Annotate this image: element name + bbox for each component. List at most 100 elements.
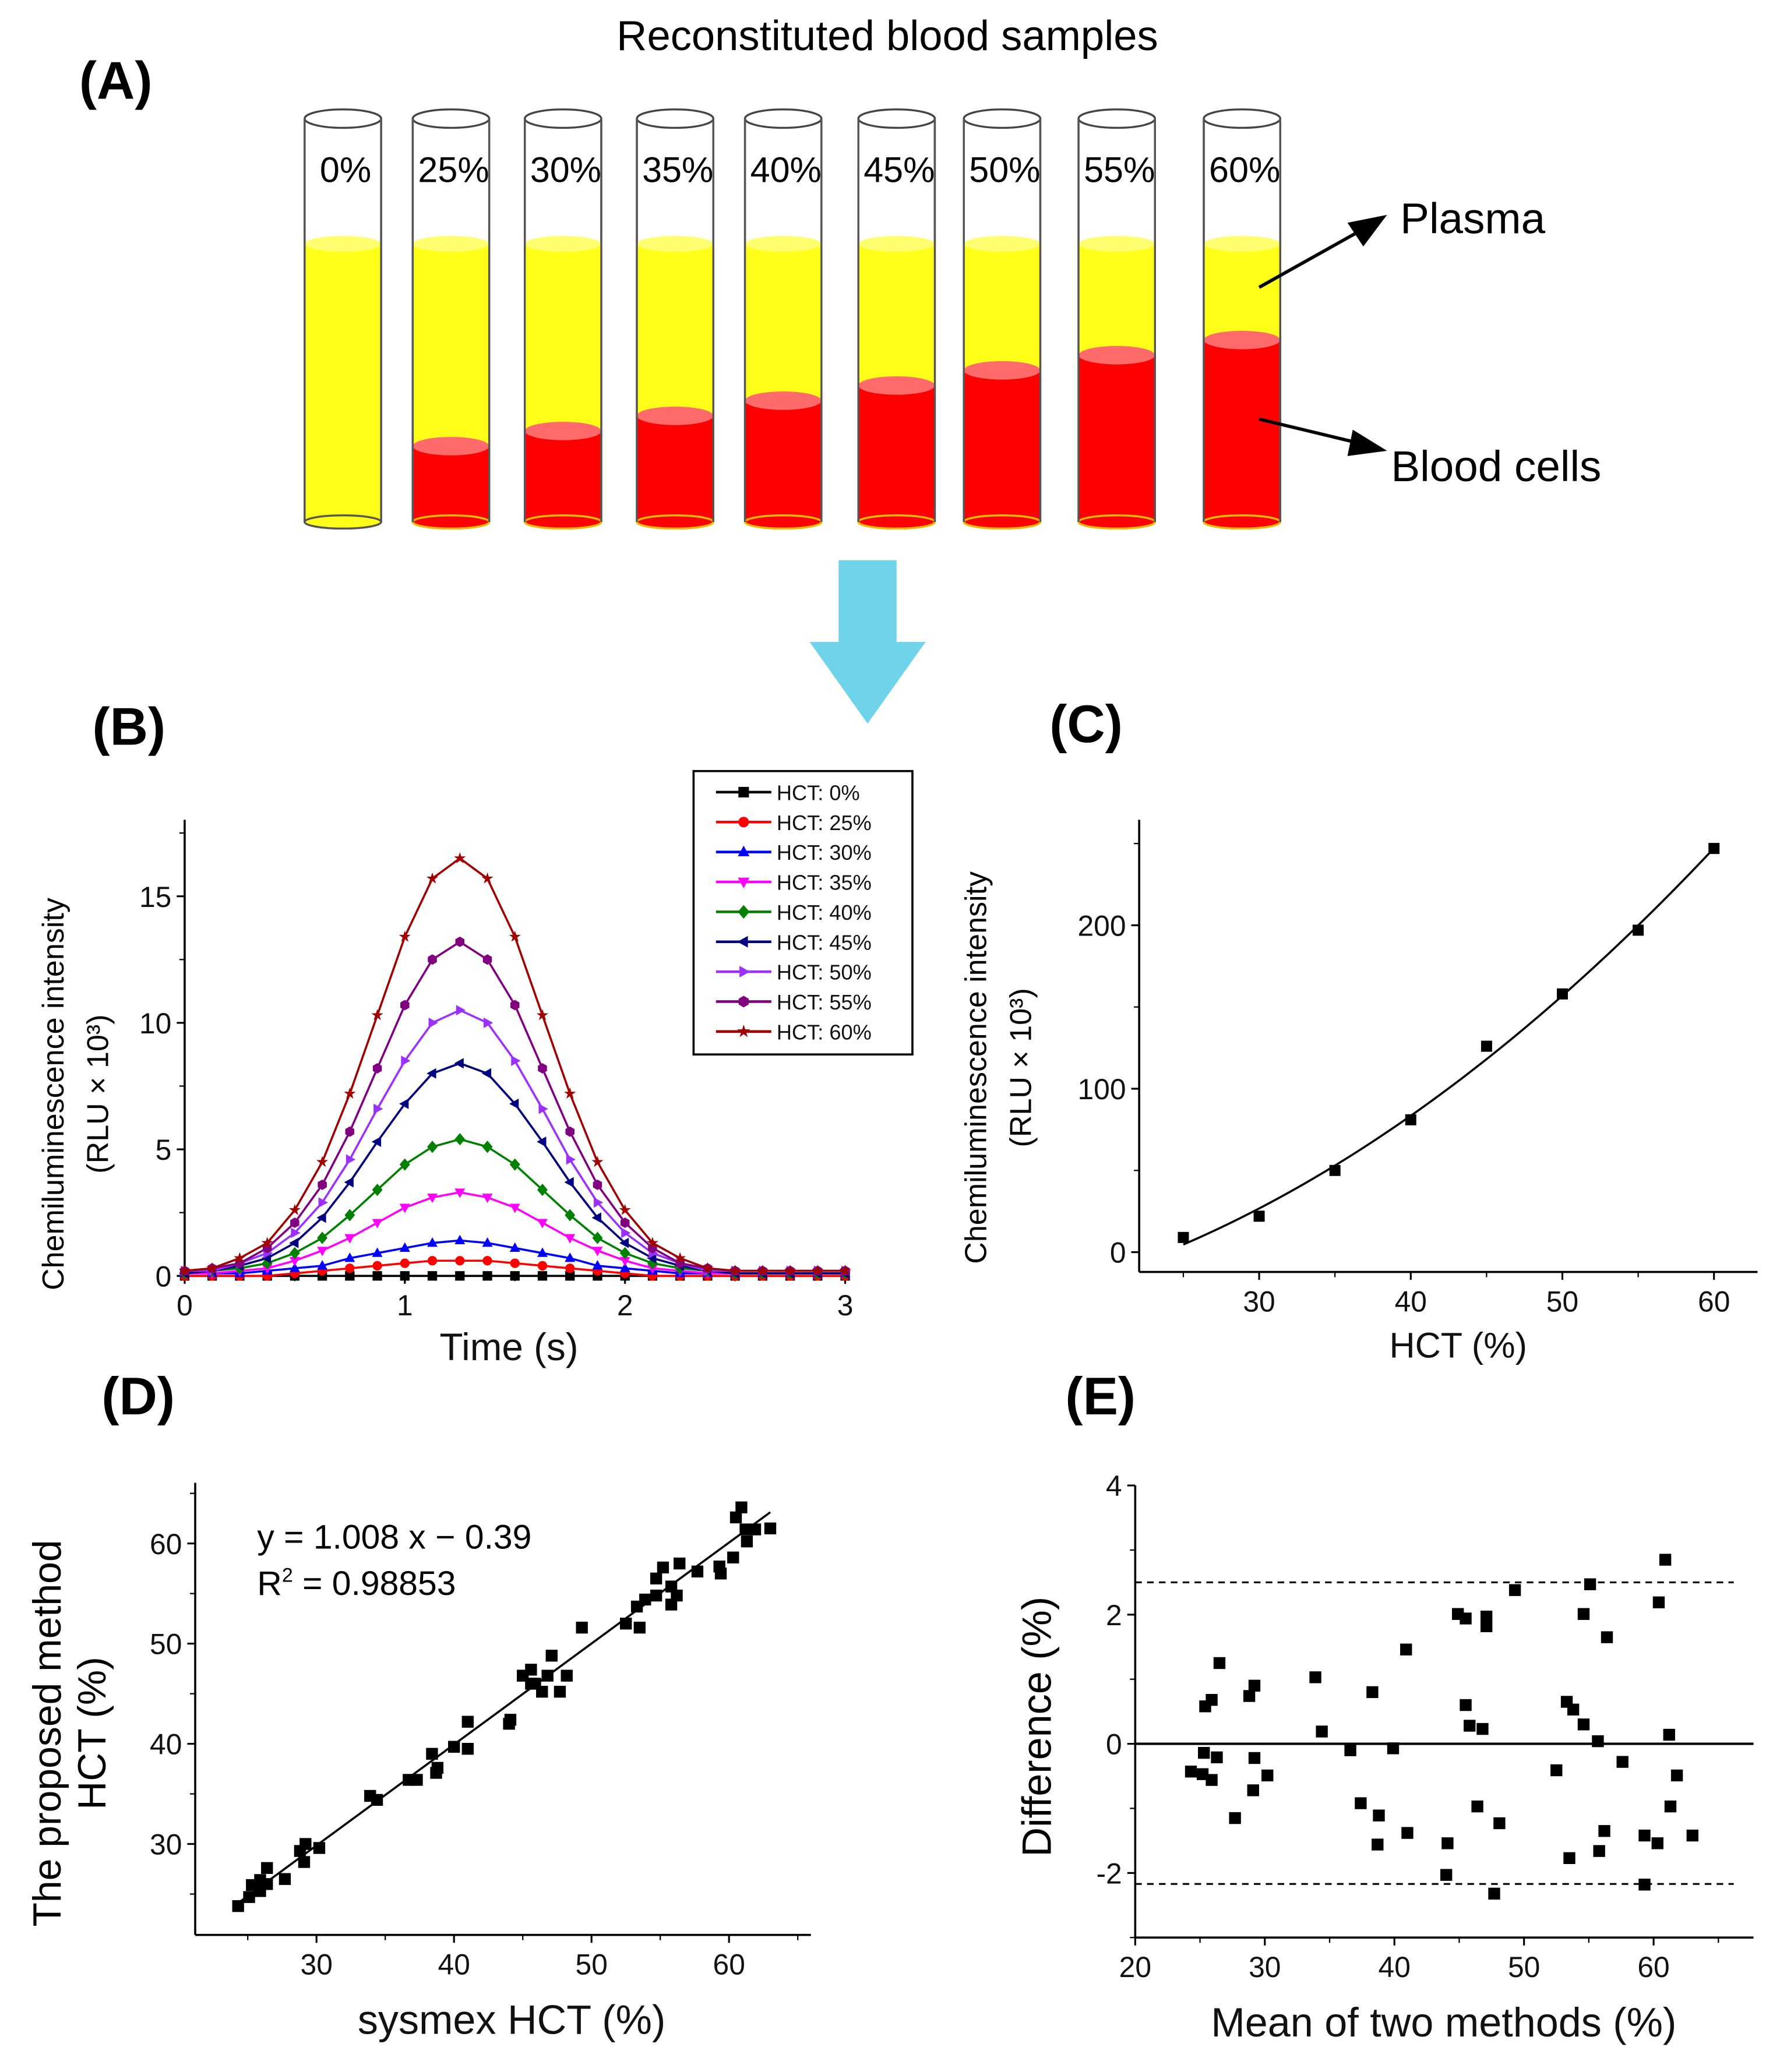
legend-marker [737,1025,750,1037]
data-point [561,1669,573,1682]
legend-label: HCT: 50% [777,961,872,984]
blood-cell-surface [637,407,714,425]
tube-rim [1077,108,1157,129]
data-point [1663,1728,1675,1741]
data-point [261,1878,273,1890]
data-point [1355,1797,1367,1809]
tube-rim [524,108,602,129]
x-tick-label: 0 [177,1289,193,1322]
test-tube: 50% [963,108,1042,530]
blood-cell-surface [1078,345,1155,365]
y-tick-label: 4 [1106,1470,1122,1502]
data-point [482,954,492,965]
x-tick-label: 40 [1395,1285,1427,1318]
data-point [1686,1829,1698,1842]
data-point [455,1256,465,1266]
data-point [243,1891,255,1903]
data-point [481,1068,492,1079]
data-point [455,936,465,947]
data-point [537,1271,548,1281]
y-tick-label: 50 [150,1628,182,1661]
data-point [371,1136,382,1148]
x-tick-label: 50 [1508,1951,1540,1983]
data-point [565,1126,574,1137]
down-arrow-icon [809,560,926,724]
y-tick-label: 0 [1106,1728,1122,1761]
legend-marker [737,936,748,948]
legend-label: HCT: 60% [777,1020,872,1044]
data-point [401,1056,411,1066]
data-point [399,930,411,942]
data-point [1652,1596,1665,1608]
data-point [318,1179,327,1190]
test-tube: 35% [636,108,714,530]
data-point [592,1260,603,1270]
data-point [1440,1869,1453,1881]
chart-c-ylabel: Chemiluminescence intensity [960,871,993,1264]
regression-line [237,1511,771,1904]
data-point [619,1256,630,1267]
blood-cell-layer [637,415,714,523]
blood-cell-surface [964,361,1041,380]
chart-b: 0 1 2 3 0 5 10 15 HCT: 0% HCT: 25% HCT: 30% HCT: 35… [139,770,914,1322]
data-point [299,1838,312,1850]
data-point [1253,1210,1265,1222]
data-point [427,1256,438,1266]
x-tick-label: 60 [713,1949,745,1981]
plasma-layer [304,243,382,523]
data-point [279,1873,291,1885]
data-point [647,1252,657,1263]
chart-d: 30 40 50 60 30 40 50 60 [150,1482,811,1981]
data-point [1481,1040,1492,1052]
data-point [650,1589,662,1602]
tube-label: 55% [1084,150,1155,189]
data-point [262,1257,273,1270]
plasma-surface [745,236,822,252]
panel-c-label: (C) [1049,695,1123,754]
data-point [1460,1699,1472,1711]
data-point [261,1237,273,1248]
x-tick-label: 40 [438,1949,470,1981]
data-point [1563,1852,1575,1865]
data-point [1556,988,1568,1000]
y-tick-label: 0 [1110,1237,1126,1269]
data-point [344,1177,354,1188]
data-point [454,1058,464,1069]
data-point [346,1154,356,1165]
tube-rim [743,108,823,129]
data-point [372,1219,383,1229]
tube-label: 60% [1209,150,1280,189]
data-point [1243,1690,1256,1702]
data-point [373,1103,383,1114]
data-point [619,1203,631,1215]
series-60-pct [178,852,851,1276]
x-tick-label: 60 [1637,1951,1669,1983]
data-point [537,1184,548,1196]
data-point [593,1197,604,1208]
data-point [400,1271,410,1281]
data-point [591,1212,601,1223]
series-40-pct [179,1133,851,1280]
data-point [399,1242,410,1252]
data-point [537,1136,547,1148]
data-point [537,1219,548,1229]
legend-marker [739,966,750,978]
x-tick-label: 50 [1546,1285,1578,1318]
tube-rim [1203,108,1281,129]
tube-bottom [524,514,602,530]
data-point [1460,1612,1472,1625]
tube-rack: 0% 25% 30% 35% 40% 45% 50% 55% 60% [304,108,1281,530]
data-point [411,1774,423,1786]
data-point [344,1087,356,1099]
data-point [427,1194,438,1203]
data-point [428,954,437,965]
data-point [206,1262,218,1273]
legend-marker [738,786,749,797]
blood-cell-layer [1204,340,1281,523]
data-point [714,1568,727,1580]
test-tube: 30% [524,108,602,530]
tube-label: 30% [530,150,601,189]
x-tick-label: 20 [1119,1951,1151,1983]
data-point [344,1252,355,1262]
data-point [344,1234,355,1244]
